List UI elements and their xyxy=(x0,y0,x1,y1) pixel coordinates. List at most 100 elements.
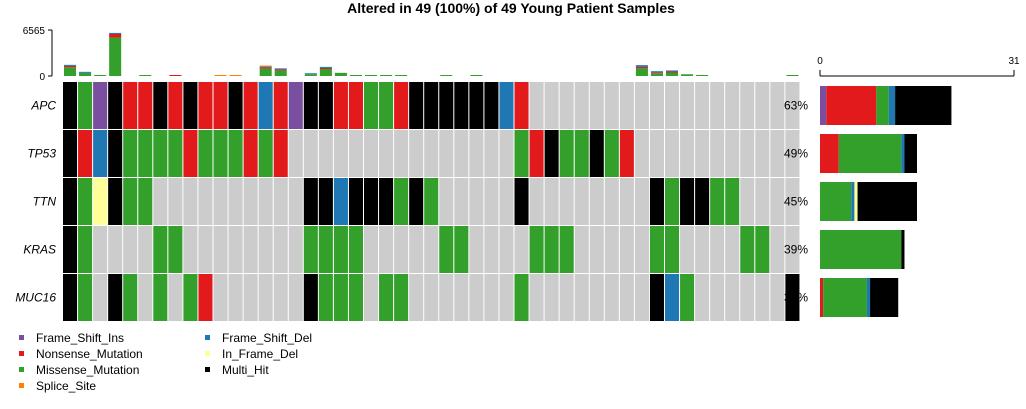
mutation-grid xyxy=(63,82,800,321)
percent-labels: 63% 49% 45% 39% 37% xyxy=(784,99,808,305)
tmb-bar-39-nonsense-mutation xyxy=(635,66,648,69)
cell-apc-24-multi-hit xyxy=(409,82,424,129)
cell-ttn-10-none xyxy=(198,178,213,225)
tmb-bar-26-missense-mutation xyxy=(440,75,453,76)
cell-ttn-22-multi-hit xyxy=(379,178,394,225)
cell-ttn-24-multi-hit xyxy=(409,178,424,225)
cell-apc-21-missense-mutation xyxy=(364,82,379,129)
cell-tp53-28-none xyxy=(469,130,484,177)
cell-kras-14-none xyxy=(258,226,273,273)
cell-apc-46-none xyxy=(740,82,755,129)
cell-ttn-23-missense-mutation xyxy=(394,178,409,225)
tmb-bar-17-frame-shift-del xyxy=(304,73,317,75)
cell-kras-28-none xyxy=(469,226,484,273)
cell-tp53-34-missense-mutation xyxy=(559,130,574,177)
cell-kras-27-missense-mutation xyxy=(454,226,469,273)
cell-apc-26-multi-hit xyxy=(439,82,454,129)
cell-tp53-44-none xyxy=(710,130,725,177)
legend-swatch-multi-hit xyxy=(205,367,210,372)
cell-muc16-29-none xyxy=(484,274,499,321)
tmb-bar-20-missense-mutation xyxy=(349,75,362,76)
cell-apc-29-multi-hit xyxy=(484,82,499,129)
tmb-bar-1-missense-mutation xyxy=(64,67,77,76)
pct-label-ttn: 45% xyxy=(784,195,808,209)
legend-swatch-in-frame-del xyxy=(205,351,210,356)
tmb-bar-11-splice-site xyxy=(214,75,227,76)
side-bar-tp53-nonsense-mutation xyxy=(820,134,839,173)
cell-tp53-35-missense-mutation xyxy=(574,130,589,177)
cell-kras-34-missense-mutation xyxy=(559,226,574,273)
cell-kras-5-none xyxy=(123,226,138,273)
cell-muc16-44-none xyxy=(710,274,725,321)
cell-kras-8-missense-mutation xyxy=(168,226,183,273)
tmb-bar-14-nonsense-mutation xyxy=(259,67,272,69)
cell-apc-28-multi-hit xyxy=(469,82,484,129)
tmb-bar-14-frame-shift-del xyxy=(259,66,272,68)
cell-kras-46-missense-mutation xyxy=(740,226,755,273)
cell-muc16-48-none xyxy=(770,274,785,321)
cell-kras-15-none xyxy=(273,226,288,273)
tmb-bar-6-missense-mutation xyxy=(139,75,152,76)
side-bar-apc-frame-shift-ins xyxy=(820,86,827,125)
cell-kras-44-none xyxy=(710,226,725,273)
cell-kras-43-none xyxy=(695,226,710,273)
cell-kras-3-none xyxy=(93,226,108,273)
cell-ttn-26-none xyxy=(439,178,454,225)
cell-kras-41-missense-mutation xyxy=(665,226,680,273)
cell-kras-4-none xyxy=(108,226,123,273)
cell-tp53-11-missense-mutation xyxy=(213,130,228,177)
tmb-bars xyxy=(64,32,799,76)
cell-tp53-23-none xyxy=(394,130,409,177)
cell-kras-32-missense-mutation xyxy=(529,226,544,273)
cell-apc-20-nonsense-mutation xyxy=(348,82,363,129)
cell-muc16-36-none xyxy=(589,274,604,321)
tmb-axis-min-label: 0 xyxy=(39,72,45,83)
pct-label-kras: 39% xyxy=(784,243,808,257)
cell-ttn-47-none xyxy=(755,178,770,225)
tmb-bar-4-frame-shift-del xyxy=(109,32,122,34)
cell-kras-21-none xyxy=(364,226,379,273)
cell-tp53-27-none xyxy=(454,130,469,177)
cell-muc16-32-none xyxy=(529,274,544,321)
tmb-bar-18-frame-shift-del xyxy=(319,66,332,68)
cell-kras-29-none xyxy=(484,226,499,273)
cell-apc-30-frame-shift-del xyxy=(499,82,514,129)
tmb-axis: 6565 0 xyxy=(23,26,53,83)
cell-tp53-31-missense-mutation xyxy=(514,130,529,177)
side-bar-kras-multi-hit xyxy=(901,230,905,269)
cell-muc16-2-missense-mutation xyxy=(78,274,93,321)
cell-muc16-20-missense-mutation xyxy=(348,274,363,321)
cell-tp53-2-nonsense-mutation xyxy=(78,130,93,177)
tmb-bar-2-frame-shift-del xyxy=(79,71,92,73)
cell-kras-2-missense-mutation xyxy=(78,226,93,273)
legend-label-missense-mutation: Missense_Mutation xyxy=(36,363,139,377)
side-axis-max-label: 31 xyxy=(1008,56,1020,67)
tmb-bar-4-nonsense-mutation xyxy=(109,33,122,38)
cell-ttn-45-missense-mutation xyxy=(725,178,740,225)
cell-kras-33-missense-mutation xyxy=(544,226,559,273)
cell-muc16-26-none xyxy=(439,274,454,321)
legend-label-frame-shift-ins: Frame_Shift_Ins xyxy=(36,331,124,345)
tmb-bar-39-frame-shift-del xyxy=(635,65,648,67)
cell-apc-40-none xyxy=(649,82,664,129)
cell-kras-25-none xyxy=(424,226,439,273)
cell-muc16-10-nonsense-mutation xyxy=(198,274,213,321)
cell-ttn-28-none xyxy=(469,178,484,225)
cell-tp53-4-multi-hit xyxy=(108,130,123,177)
cell-muc16-1-multi-hit xyxy=(63,274,78,321)
cell-ttn-42-multi-hit xyxy=(680,178,695,225)
cell-muc16-5-missense-mutation xyxy=(123,274,138,321)
cell-apc-9-multi-hit xyxy=(183,82,198,129)
cell-tp53-39-none xyxy=(634,130,649,177)
cell-apc-6-nonsense-mutation xyxy=(138,82,153,129)
cell-kras-6-none xyxy=(138,226,153,273)
cell-kras-22-none xyxy=(379,226,394,273)
cell-kras-1-multi-hit xyxy=(63,226,78,273)
cell-muc16-43-none xyxy=(695,274,710,321)
gene-label-ttn: TTN xyxy=(33,195,57,209)
tmb-bar-43-missense-mutation xyxy=(696,75,709,76)
cell-muc16-4-multi-hit xyxy=(108,274,123,321)
cell-ttn-31-multi-hit xyxy=(514,178,529,225)
cell-tp53-32-nonsense-mutation xyxy=(529,130,544,177)
tmb-bar-21-missense-mutation xyxy=(365,75,378,76)
